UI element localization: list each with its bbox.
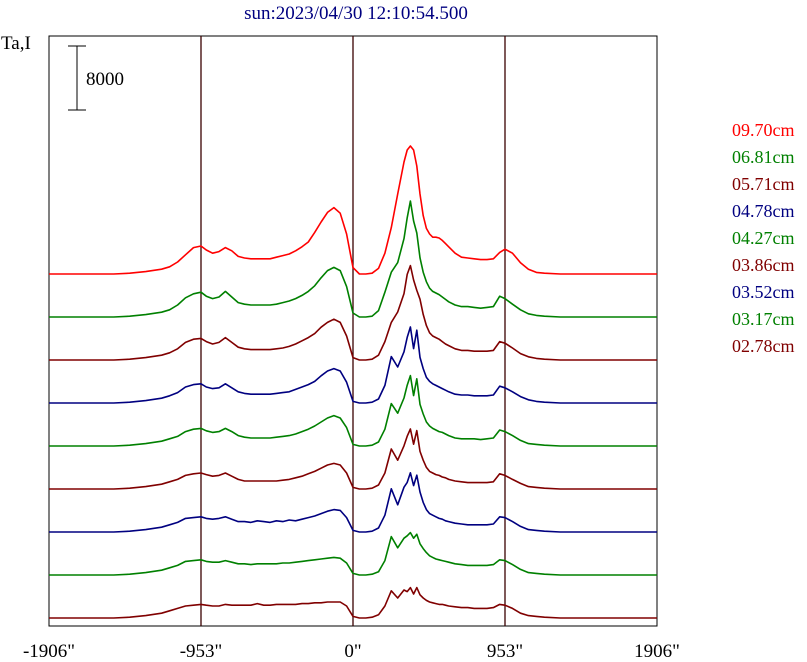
legend-entry-06.81cm: 06.81cm	[732, 147, 795, 167]
scale-bar-label: 8000	[86, 69, 124, 90]
x-tick-labels: -1906" -953" 0" 953" 1906"	[23, 641, 680, 662]
legend-entry-05.71cm: 05.71cm	[732, 174, 795, 194]
series-line-04.78cm	[49, 326, 657, 404]
legend-entry-09.70cm: 09.70cm	[732, 120, 795, 140]
x-tick-label-0: -1906"	[23, 641, 75, 662]
legend-entry-03.86cm: 03.86cm	[732, 255, 795, 275]
y-axis-label: Ta,I	[1, 33, 31, 54]
legend-entry-04.27cm: 04.27cm	[732, 228, 795, 248]
series-line-03.17cm	[49, 531, 657, 576]
series-layer	[49, 145, 657, 619]
series-line-03.86cm	[49, 428, 657, 490]
series-line-05.71cm	[49, 264, 657, 361]
x-tick-label-4: 1906"	[634, 641, 680, 662]
series-line-06.81cm	[49, 200, 657, 318]
reference-lines	[200, 36, 506, 626]
series-line-09.70cm	[49, 145, 657, 275]
x-tick-label-2: 0"	[344, 641, 361, 662]
legend-entry-03.17cm: 03.17cm	[732, 309, 795, 329]
legend-entry-03.52cm: 03.52cm	[732, 282, 795, 302]
x-tick-label-1: -953"	[180, 641, 223, 662]
scale-bar: 8000	[68, 45, 124, 111]
legend-entry-04.78cm: 04.78cm	[732, 201, 795, 221]
legend: 09.70cm 06.81cm 05.71cm 04.78cm 04.27cm 03.86…	[732, 120, 795, 356]
series-line-04.27cm	[49, 374, 657, 447]
series-line-03.52cm	[49, 471, 657, 533]
x-tick-label-3: 953"	[487, 641, 523, 662]
legend-entry-02.78cm: 02.78cm	[732, 336, 795, 356]
chart-title: sun:2023/04/30 12:10:54.500	[244, 3, 468, 24]
series-line-02.78cm	[49, 586, 657, 619]
